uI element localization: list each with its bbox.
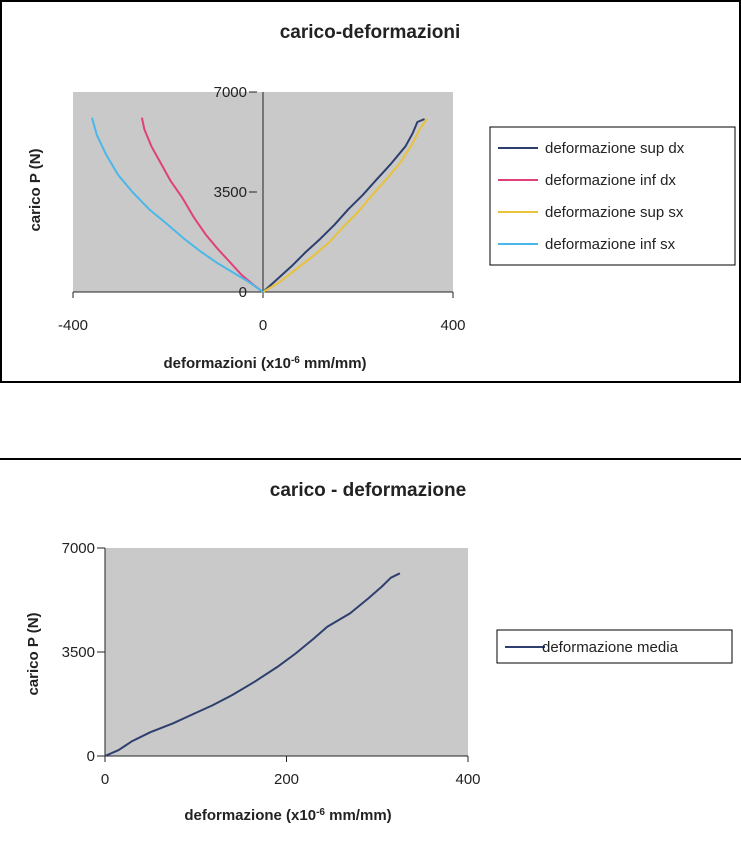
chart-2-x-axis-title: deformazione (x10-6 mm/mm) (184, 807, 391, 825)
chart-2-x-tick-0: 0 (101, 771, 109, 788)
chart-2-plot-area (105, 548, 468, 756)
chart-2-x-axis-title-main: deformazione (x10 (184, 807, 316, 824)
chart-2-x-tick-labels: 0 200 400 (101, 756, 481, 788)
chart-1-legend-label-1: deformazione inf dx (545, 172, 676, 189)
chart-2-x-tick-2: 400 (455, 771, 480, 788)
chart-1-y-axis-title: carico P (N) (27, 148, 44, 231)
chart-2-y-tick-labels: 0 3500 7000 (62, 540, 105, 765)
chart-1-x-tick-2: 400 (440, 317, 465, 334)
chart-1-legend-label-3: deformazione inf sx (545, 236, 676, 253)
chart-1-x-axis-title-unit: mm/mm) (300, 355, 367, 372)
chart-2-legend-label-0: deformazione media (542, 639, 679, 656)
chart-2-y-tick-1: 3500 (62, 644, 95, 661)
chart-2-x-axis-title-unit: mm/mm) (325, 807, 392, 824)
chart-1-title: carico-deformazioni (280, 22, 461, 43)
chart-2-y-tick-0: 0 (87, 748, 95, 765)
chart-1-legend-label-0: deformazione sup dx (545, 140, 685, 157)
chart-2-x-tick-1: 200 (274, 771, 299, 788)
chart-1-y-tick-2: 7000 (214, 84, 247, 101)
chart-1-x-tick-1: 0 (259, 317, 267, 334)
chart-1-y-tick-0: 0 (239, 284, 247, 301)
chart-2-y-tick-2: 7000 (62, 540, 95, 557)
chart-2-y-axis-title: carico P (N) (25, 612, 42, 695)
chart-1: carico-deformazioni 0 3500 7000 -400 0 400 c… (0, 0, 741, 390)
chart-1-legend-label-2: deformazione sup sx (545, 204, 684, 221)
chart-1-x-axis-title: deformazioni (x10-6 mm/mm) (163, 355, 366, 373)
chart-1-x-tick-0: -400 (58, 317, 88, 334)
chart-1-x-axis-title-main: deformazioni (x10 (163, 355, 291, 372)
chart-2-title: carico - deformazione (270, 480, 466, 501)
chart-1-y-tick-1: 3500 (214, 184, 247, 201)
